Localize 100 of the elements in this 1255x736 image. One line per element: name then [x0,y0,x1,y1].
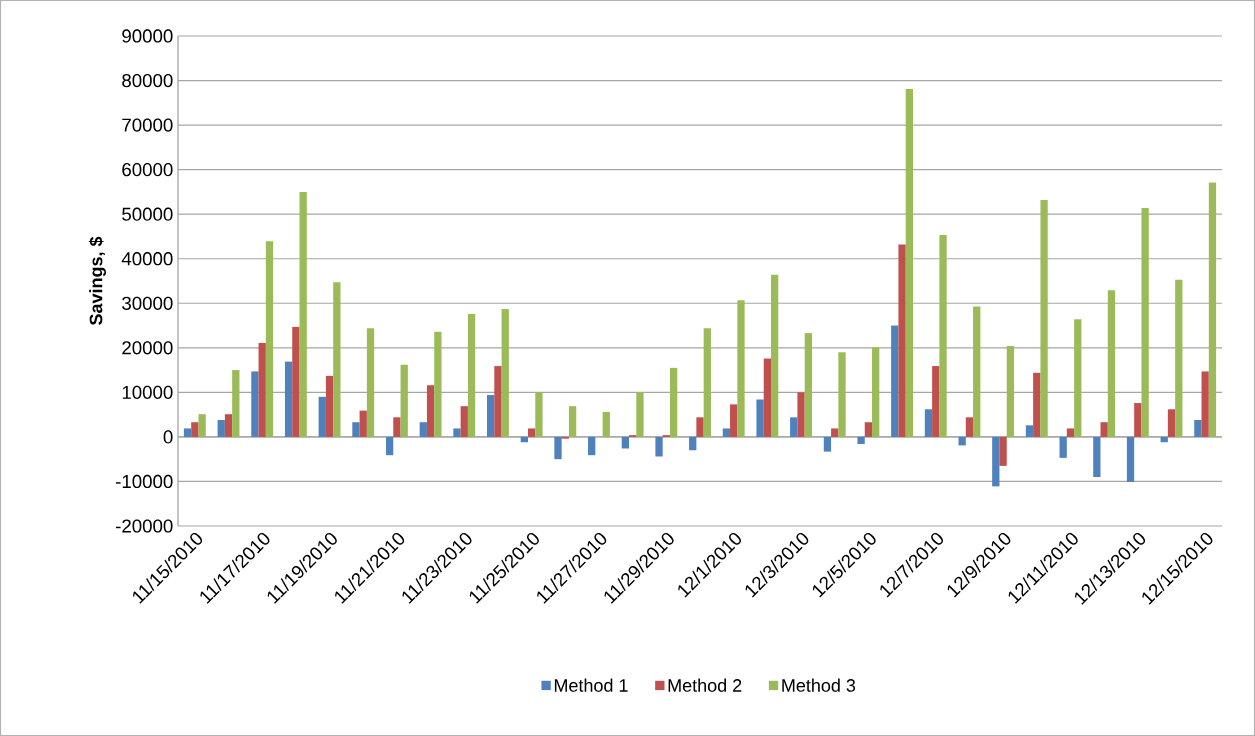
bar [1107,290,1116,437]
bar [722,428,731,437]
bar [232,370,240,437]
bar [1100,422,1108,437]
bar [385,436,394,456]
bar [737,300,745,437]
bar [636,392,644,437]
bar [857,436,865,445]
bar [703,328,711,437]
bar [535,392,543,437]
y-tick-label: 60000 [122,163,173,177]
bar [965,417,974,437]
bar [520,436,528,443]
bar [864,422,873,437]
bar [992,436,1000,487]
bar [393,417,401,437]
bar [292,326,300,437]
y-axis-title: Savings, $ [88,236,107,325]
bar [1175,279,1183,437]
bar [823,436,832,452]
bar [359,410,367,437]
bar [284,361,293,437]
bar [669,367,678,437]
bar [730,404,738,437]
bar [1126,436,1135,482]
bar [1074,319,1082,437]
y-tick-label: 90000 [122,29,173,43]
y-tick-label: -10000 [116,474,173,489]
bar [434,331,442,437]
bar [299,191,307,437]
y-tick-label: -20000 [116,519,173,533]
bar [1160,436,1168,443]
bar [831,428,839,437]
y-tick-label: 0 [163,430,173,444]
bar [1033,372,1041,437]
bar [419,422,427,437]
bar [251,371,259,437]
bar [932,366,940,437]
bar [1093,436,1101,477]
bar [602,411,610,437]
bar [797,392,805,437]
bar [460,406,468,437]
bar [494,366,502,437]
bar [958,436,966,446]
bar [1025,425,1034,437]
y-tick-label: 80000 [122,73,173,88]
y-tick-label: 20000 [122,341,173,355]
bar [1134,403,1142,437]
y-tick-label: 30000 [122,296,173,310]
bar [689,436,697,451]
bar [400,364,408,437]
bar [198,414,206,437]
bar [905,89,914,437]
bar [224,414,233,437]
bar [333,282,341,437]
bar [696,417,704,437]
bar [924,409,933,437]
bar [1006,346,1015,437]
bar [1167,409,1176,437]
bar [426,385,435,437]
bar [453,428,461,437]
bar [655,436,663,457]
bar [191,422,199,437]
y-tick-label: 10000 [122,385,173,399]
bar [999,436,1007,466]
bar [621,436,630,449]
bar [1201,371,1209,437]
bar [939,235,947,437]
bar [771,274,779,437]
legend-label: Method 3 [782,678,856,692]
bar [1194,419,1202,437]
bar [1066,428,1075,437]
y-tick-label: 70000 [122,118,173,132]
bar [568,406,577,437]
bar [265,241,274,437]
bar [318,396,326,437]
bar [1059,436,1067,458]
bar [1141,207,1149,437]
bar [527,428,536,437]
bar [756,399,764,437]
bar [838,352,846,437]
bar [366,328,375,437]
bar [763,358,772,437]
bar [501,309,509,437]
legend-label: Method 2 [668,678,742,692]
bar [467,313,476,437]
bar [1208,182,1217,437]
bar [872,347,880,437]
bar [258,342,266,437]
bar [588,436,596,456]
bar [183,428,192,437]
y-tick-label: 40000 [121,252,173,266]
bar [891,325,899,437]
bar [487,395,495,437]
bar [804,333,812,437]
bar [790,417,798,437]
bar [1040,199,1048,437]
bar [973,306,981,437]
bar [325,375,334,437]
y-tick-label: 50000 [122,207,173,221]
